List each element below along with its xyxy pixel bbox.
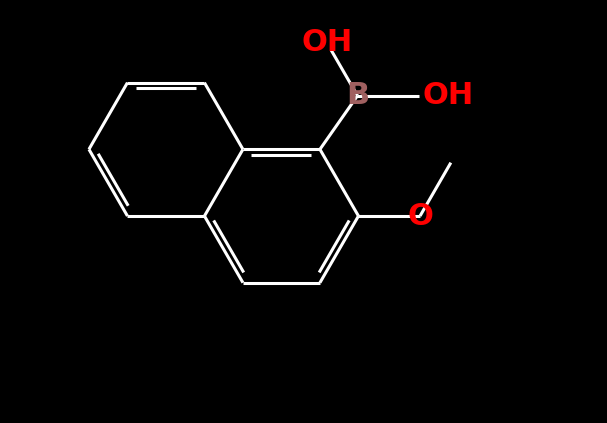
Text: OH: OH <box>301 28 352 57</box>
Text: B: B <box>346 81 369 110</box>
Text: O: O <box>407 201 433 231</box>
Text: OH: OH <box>423 81 474 110</box>
